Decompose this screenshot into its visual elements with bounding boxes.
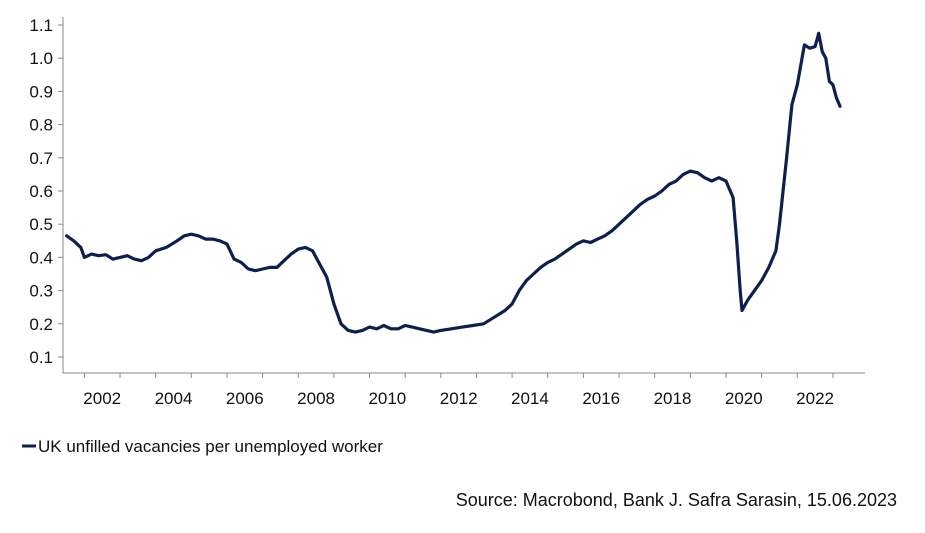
- x-tick-label: 2010: [368, 389, 406, 408]
- x-tick-label: 2004: [155, 389, 193, 408]
- series-layer: [65, 31, 842, 334]
- y-tick-label: 0.3: [29, 282, 53, 301]
- legend: UK unfilled vacancies per unemployed wor…: [22, 437, 383, 456]
- x-tick-label: 2006: [226, 389, 264, 408]
- x-tick-label: 2022: [796, 389, 834, 408]
- y-tick-label: 0.4: [29, 248, 53, 267]
- x-tick-label: 2020: [725, 389, 763, 408]
- y-tick-label: 0.9: [29, 82, 53, 101]
- y-axis: 0.1 0.2 0.3 0.4 0.5 0.6 0.7 0.8 0.9 1.0 1.1: [29, 16, 64, 373]
- x-tick-label: 2016: [582, 389, 620, 408]
- y-tick-label: 1.0: [29, 49, 53, 68]
- y-tick-label: 0.7: [29, 149, 53, 168]
- y-tick-label: 0.5: [29, 215, 53, 234]
- y-tick-label: 0.8: [29, 116, 53, 135]
- x-tick-label: 2002: [83, 389, 121, 408]
- x-axis: 2002 2004 2006 2008 2010 2012 2014 2016 2018 2020…: [63, 372, 865, 408]
- x-tick-label: 2008: [297, 389, 335, 408]
- x-tick-label: 2012: [440, 389, 478, 408]
- y-tick-label: 0.2: [29, 315, 53, 334]
- y-tick-label: 0.1: [29, 348, 53, 367]
- y-tick-label: 0.6: [29, 182, 53, 201]
- x-tick-label: 2014: [511, 389, 549, 408]
- y-tick-label: 1.1: [29, 16, 53, 35]
- x-tick-label: 2018: [654, 389, 692, 408]
- series-line: [65, 31, 842, 334]
- source-note: Source: Macrobond, Bank J. Safra Sarasin…: [456, 490, 897, 510]
- legend-label: UK unfilled vacancies per unemployed wor…: [38, 437, 383, 456]
